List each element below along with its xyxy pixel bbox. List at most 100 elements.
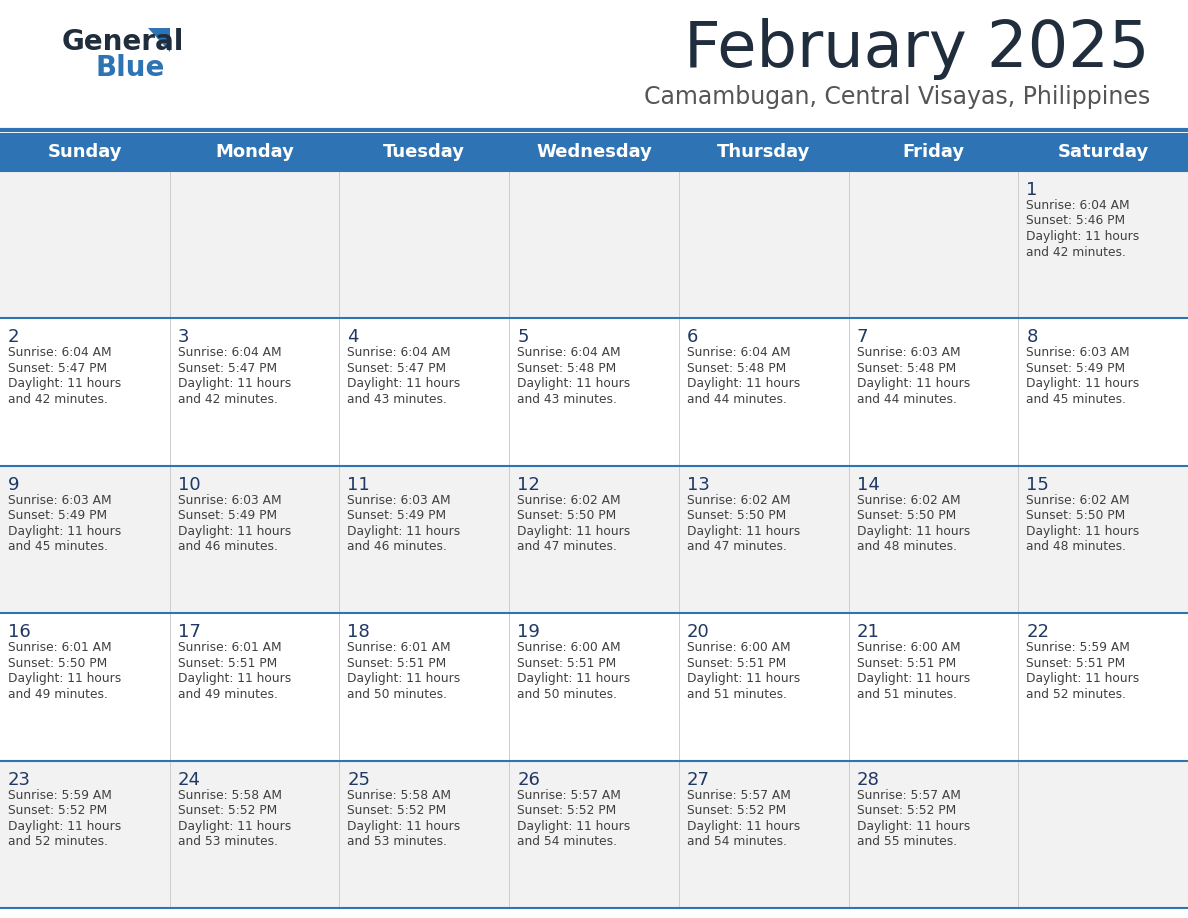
Text: Tuesday: Tuesday [384, 143, 466, 161]
Polygon shape [148, 28, 170, 52]
Text: 12: 12 [517, 476, 541, 494]
Text: Daylight: 11 hours: Daylight: 11 hours [687, 525, 800, 538]
Text: Sunset: 5:50 PM: Sunset: 5:50 PM [857, 509, 956, 522]
Text: Sunset: 5:52 PM: Sunset: 5:52 PM [8, 804, 107, 817]
Text: Daylight: 11 hours: Daylight: 11 hours [8, 377, 121, 390]
Text: Sunrise: 5:57 AM: Sunrise: 5:57 AM [517, 789, 621, 801]
Text: Sunrise: 6:02 AM: Sunrise: 6:02 AM [517, 494, 621, 507]
Text: Sunrise: 6:02 AM: Sunrise: 6:02 AM [857, 494, 960, 507]
Text: Daylight: 11 hours: Daylight: 11 hours [1026, 525, 1139, 538]
Text: Sunday: Sunday [48, 143, 122, 161]
Text: Sunset: 5:52 PM: Sunset: 5:52 PM [517, 804, 617, 817]
Text: 28: 28 [857, 770, 879, 789]
Text: Sunrise: 6:04 AM: Sunrise: 6:04 AM [687, 346, 790, 360]
Text: Sunrise: 6:02 AM: Sunrise: 6:02 AM [687, 494, 790, 507]
Text: 26: 26 [517, 770, 541, 789]
Text: Sunrise: 5:59 AM: Sunrise: 5:59 AM [1026, 641, 1130, 655]
Text: Sunset: 5:50 PM: Sunset: 5:50 PM [8, 656, 107, 670]
Text: and 45 minutes.: and 45 minutes. [8, 541, 108, 554]
Text: and 53 minutes.: and 53 minutes. [347, 835, 448, 848]
Text: and 47 minutes.: and 47 minutes. [517, 541, 617, 554]
Text: Sunset: 5:52 PM: Sunset: 5:52 PM [178, 804, 277, 817]
Text: and 46 minutes.: and 46 minutes. [178, 541, 278, 554]
Text: Daylight: 11 hours: Daylight: 11 hours [857, 377, 969, 390]
Text: Sunset: 5:52 PM: Sunset: 5:52 PM [347, 804, 447, 817]
Text: Sunrise: 6:03 AM: Sunrise: 6:03 AM [347, 494, 451, 507]
Text: Daylight: 11 hours: Daylight: 11 hours [178, 377, 291, 390]
Text: Sunrise: 6:04 AM: Sunrise: 6:04 AM [347, 346, 451, 360]
Text: and 48 minutes.: and 48 minutes. [1026, 541, 1126, 554]
Text: 1: 1 [1026, 181, 1037, 199]
Text: 25: 25 [347, 770, 371, 789]
Bar [0, 613, 1188, 761]
Text: Sunrise: 6:01 AM: Sunrise: 6:01 AM [8, 641, 112, 655]
Bar [0, 133, 1188, 171]
Text: and 42 minutes.: and 42 minutes. [8, 393, 108, 406]
Text: Sunrise: 6:04 AM: Sunrise: 6:04 AM [8, 346, 112, 360]
Text: Daylight: 11 hours: Daylight: 11 hours [8, 820, 121, 833]
Text: Sunrise: 6:01 AM: Sunrise: 6:01 AM [178, 641, 282, 655]
Text: Daylight: 11 hours: Daylight: 11 hours [347, 377, 461, 390]
Text: Daylight: 11 hours: Daylight: 11 hours [857, 525, 969, 538]
Text: Sunset: 5:48 PM: Sunset: 5:48 PM [517, 362, 617, 375]
Text: Sunset: 5:52 PM: Sunset: 5:52 PM [687, 804, 786, 817]
Text: and 55 minutes.: and 55 minutes. [857, 835, 956, 848]
Text: Sunrise: 5:59 AM: Sunrise: 5:59 AM [8, 789, 112, 801]
Text: and 51 minutes.: and 51 minutes. [687, 688, 786, 700]
Text: and 51 minutes.: and 51 minutes. [857, 688, 956, 700]
Text: Daylight: 11 hours: Daylight: 11 hours [178, 672, 291, 685]
Text: February 2025: February 2025 [684, 18, 1150, 80]
Text: 13: 13 [687, 476, 709, 494]
Text: Sunrise: 6:04 AM: Sunrise: 6:04 AM [1026, 199, 1130, 212]
Text: and 42 minutes.: and 42 minutes. [1026, 245, 1126, 259]
Text: and 43 minutes.: and 43 minutes. [517, 393, 617, 406]
Text: Sunset: 5:49 PM: Sunset: 5:49 PM [1026, 362, 1125, 375]
Text: Sunset: 5:46 PM: Sunset: 5:46 PM [1026, 215, 1125, 228]
Text: Sunrise: 6:03 AM: Sunrise: 6:03 AM [857, 346, 960, 360]
Text: 6: 6 [687, 329, 699, 346]
Text: and 52 minutes.: and 52 minutes. [1026, 688, 1126, 700]
Text: 11: 11 [347, 476, 371, 494]
Text: Sunrise: 6:00 AM: Sunrise: 6:00 AM [857, 641, 960, 655]
Text: and 54 minutes.: and 54 minutes. [687, 835, 786, 848]
Text: Sunrise: 6:03 AM: Sunrise: 6:03 AM [8, 494, 112, 507]
Text: Thursday: Thursday [718, 143, 810, 161]
Text: 2: 2 [8, 329, 19, 346]
Text: Sunset: 5:51 PM: Sunset: 5:51 PM [517, 656, 617, 670]
Text: Sunset: 5:47 PM: Sunset: 5:47 PM [347, 362, 447, 375]
Text: Daylight: 11 hours: Daylight: 11 hours [8, 672, 121, 685]
Text: 10: 10 [178, 476, 201, 494]
Text: 3: 3 [178, 329, 189, 346]
Text: Sunrise: 6:02 AM: Sunrise: 6:02 AM [1026, 494, 1130, 507]
Bar [0, 465, 1188, 613]
Text: Daylight: 11 hours: Daylight: 11 hours [1026, 672, 1139, 685]
Text: Sunset: 5:51 PM: Sunset: 5:51 PM [347, 656, 447, 670]
Text: 19: 19 [517, 623, 541, 641]
Text: 21: 21 [857, 623, 879, 641]
Text: 7: 7 [857, 329, 868, 346]
Text: and 54 minutes.: and 54 minutes. [517, 835, 617, 848]
Text: Sunset: 5:52 PM: Sunset: 5:52 PM [857, 804, 956, 817]
Bar [0, 761, 1188, 908]
Text: Sunset: 5:47 PM: Sunset: 5:47 PM [8, 362, 107, 375]
Text: and 43 minutes.: and 43 minutes. [347, 393, 448, 406]
Text: and 50 minutes.: and 50 minutes. [347, 688, 448, 700]
Text: Sunrise: 5:58 AM: Sunrise: 5:58 AM [347, 789, 451, 801]
Text: 4: 4 [347, 329, 359, 346]
Text: and 48 minutes.: and 48 minutes. [857, 541, 956, 554]
Text: Daylight: 11 hours: Daylight: 11 hours [517, 377, 631, 390]
Text: Sunrise: 5:57 AM: Sunrise: 5:57 AM [857, 789, 960, 801]
Text: Sunset: 5:50 PM: Sunset: 5:50 PM [517, 509, 617, 522]
Text: 24: 24 [178, 770, 201, 789]
Text: Daylight: 11 hours: Daylight: 11 hours [517, 820, 631, 833]
Bar [0, 171, 1188, 319]
Text: Sunrise: 6:00 AM: Sunrise: 6:00 AM [517, 641, 621, 655]
Text: Sunrise: 5:57 AM: Sunrise: 5:57 AM [687, 789, 791, 801]
Text: Sunrise: 6:03 AM: Sunrise: 6:03 AM [178, 494, 282, 507]
Text: Daylight: 11 hours: Daylight: 11 hours [687, 377, 800, 390]
Text: Sunrise: 5:58 AM: Sunrise: 5:58 AM [178, 789, 282, 801]
Text: 18: 18 [347, 623, 371, 641]
Text: Daylight: 11 hours: Daylight: 11 hours [178, 525, 291, 538]
Text: Sunset: 5:51 PM: Sunset: 5:51 PM [1026, 656, 1125, 670]
Text: 22: 22 [1026, 623, 1049, 641]
